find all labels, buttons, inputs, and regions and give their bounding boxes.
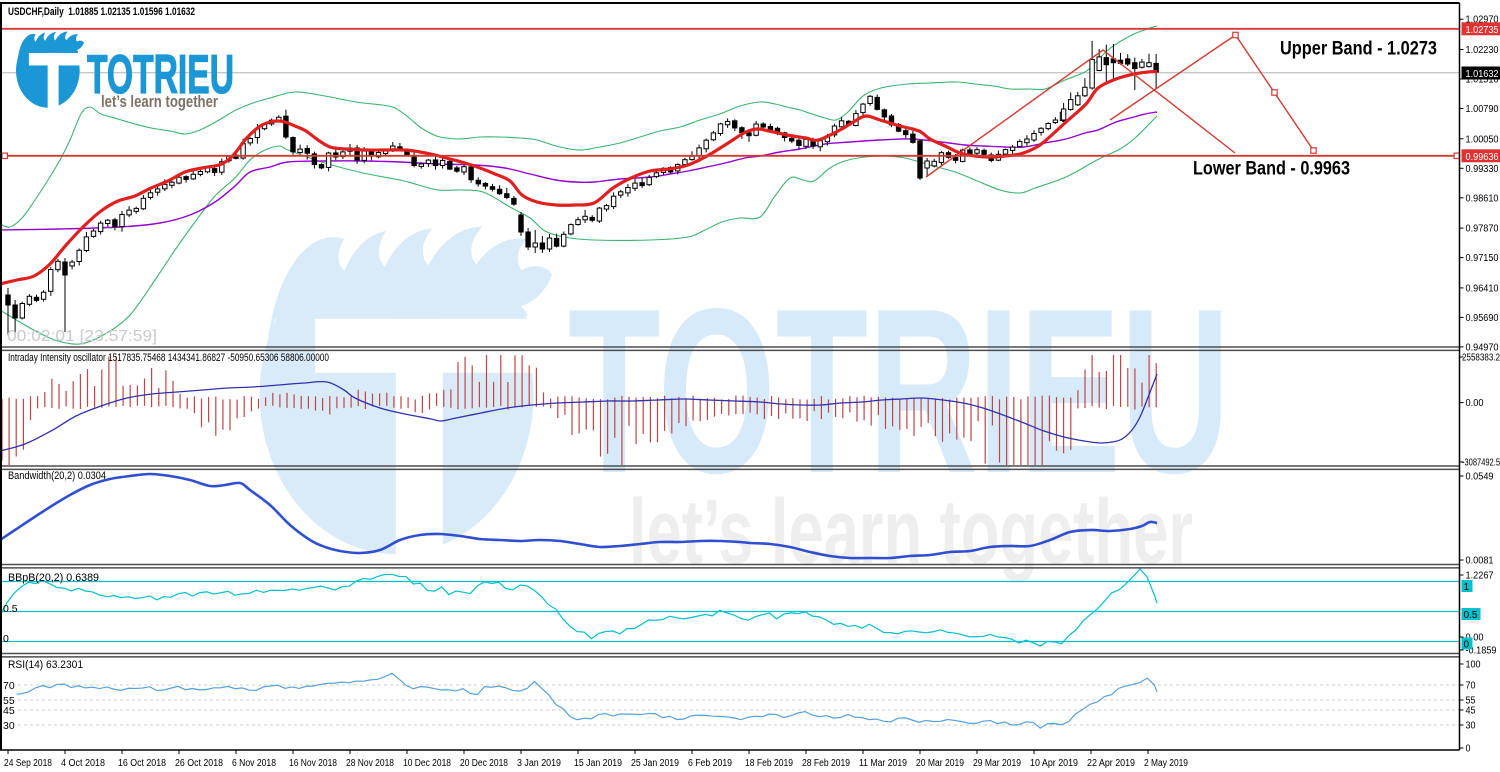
svg-text:0.99330: 0.99330 (1466, 164, 1499, 175)
svg-text:28 Feb 2019: 28 Feb 2019 (802, 758, 850, 769)
svg-text:6 Nov 2018: 6 Nov 2018 (232, 758, 276, 769)
svg-text:1.00790: 1.00790 (1466, 104, 1499, 115)
svg-text:3 Jan 2019: 3 Jan 2019 (517, 758, 561, 769)
svg-text:Upper Band - 1.0273: Upper Band - 1.0273 (1280, 39, 1437, 60)
svg-text:0.00: 0.00 (1466, 398, 1484, 409)
svg-text:20 Dec 2018: 20 Dec 2018 (460, 758, 508, 769)
svg-text:0.95690: 0.95690 (1466, 313, 1499, 324)
svg-text:6 Feb 2019: 6 Feb 2019 (688, 758, 732, 769)
svg-text:22 Apr 2019: 22 Apr 2019 (1087, 758, 1135, 769)
svg-text:0.5: 0.5 (1464, 610, 1478, 621)
svg-text:TOTRIEU: TOTRIEU (87, 43, 234, 105)
svg-text:26 Oct 2018: 26 Oct 2018 (175, 758, 223, 769)
svg-text:0.98610: 0.98610 (1466, 193, 1499, 204)
svg-text:0.00: 0.00 (1466, 633, 1484, 644)
svg-text:let’s learn together: let’s learn together (629, 481, 1193, 583)
svg-text:0.5: 0.5 (3, 603, 18, 615)
svg-text:0.0081: 0.0081 (1466, 556, 1494, 567)
svg-text:0.97870: 0.97870 (1466, 224, 1499, 235)
svg-text:1.00050: 1.00050 (1466, 134, 1499, 145)
svg-text:let’s learn together: let’s learn together (101, 93, 218, 111)
svg-text:45: 45 (1466, 706, 1476, 717)
svg-text:1.02230: 1.02230 (1466, 45, 1499, 56)
svg-text:1.02970: 1.02970 (1466, 15, 1499, 26)
svg-text:1.02735: 1.02735 (1466, 25, 1499, 36)
svg-text:70: 70 (1466, 681, 1476, 692)
svg-text:45: 45 (3, 705, 15, 717)
svg-text:2 May 2019: 2 May 2019 (1144, 758, 1188, 769)
svg-text:55: 55 (3, 695, 15, 707)
svg-text:Lower Band - 0.9963: Lower Band - 0.9963 (1193, 159, 1350, 180)
svg-text:-3087492.5: -3087492.5 (1462, 458, 1500, 469)
svg-text:24 Sep 2018: 24 Sep 2018 (4, 758, 52, 769)
svg-text:10 Apr 2019: 10 Apr 2019 (1030, 758, 1078, 769)
svg-text:0: 0 (1464, 640, 1470, 651)
svg-text:15 Jan 2019: 15 Jan 2019 (574, 758, 622, 769)
svg-text:70: 70 (3, 680, 15, 692)
svg-text:11 Mar 2019: 11 Mar 2019 (859, 758, 907, 769)
svg-text:10 Dec 2018: 10 Dec 2018 (403, 758, 451, 769)
svg-text:25 Jan 2019: 25 Jan 2019 (631, 758, 679, 769)
svg-text:16 Oct 2018: 16 Oct 2018 (118, 758, 166, 769)
svg-text:1.01632: 1.01632 (1466, 69, 1499, 80)
svg-text:-0.1859: -0.1859 (1466, 646, 1497, 657)
svg-text:30: 30 (3, 720, 15, 732)
svg-text:RSI(14) 63.2301: RSI(14) 63.2301 (8, 659, 83, 671)
svg-text:USDCHF,Daily 1.01885 1.02135: USDCHF,Daily 1.01885 1.02135 1.01596 1.0… (8, 6, 195, 18)
svg-text:0.99636: 0.99636 (1466, 152, 1499, 163)
svg-text:Intraday Intensity oscillator: Intraday Intensity oscillator 1517835.75… (8, 352, 329, 364)
svg-text:16 Nov 2018: 16 Nov 2018 (289, 758, 337, 769)
svg-text:30: 30 (1466, 721, 1476, 732)
svg-text:4 Oct 2018: 4 Oct 2018 (61, 758, 105, 769)
svg-text:55: 55 (1466, 696, 1476, 707)
svg-text:1.2267: 1.2267 (1466, 571, 1494, 582)
svg-text:29 Mar 2019: 29 Mar 2019 (973, 758, 1021, 769)
svg-text:00:02:01 [23:57:59]: 00:02:01 [23:57:59] (7, 328, 157, 345)
svg-text:1: 1 (1464, 582, 1470, 593)
svg-text:0.96410: 0.96410 (1466, 283, 1499, 294)
svg-text:0.94970: 0.94970 (1466, 342, 1499, 353)
svg-text:BBpB(20,2) 0.6389: BBpB(20,2) 0.6389 (8, 572, 99, 584)
svg-text:2558383.2: 2558383.2 (1462, 353, 1500, 364)
svg-text:Bandwidth(20,2) 0.0304: Bandwidth(20,2) 0.0304 (8, 470, 106, 482)
svg-text:1.01510: 1.01510 (1466, 75, 1499, 86)
svg-text:18 Feb 2019: 18 Feb 2019 (745, 758, 793, 769)
svg-text:TOTRIEU: TOTRIEU (568, 259, 1230, 522)
svg-text:0: 0 (3, 633, 9, 645)
svg-text:0.97150: 0.97150 (1466, 253, 1499, 264)
svg-text:0: 0 (1466, 744, 1471, 755)
svg-text:0.0549: 0.0549 (1466, 472, 1494, 483)
svg-text:100: 100 (1466, 660, 1481, 671)
svg-text:28 Nov 2018: 28 Nov 2018 (346, 758, 394, 769)
svg-text:20 Mar 2019: 20 Mar 2019 (916, 758, 964, 769)
